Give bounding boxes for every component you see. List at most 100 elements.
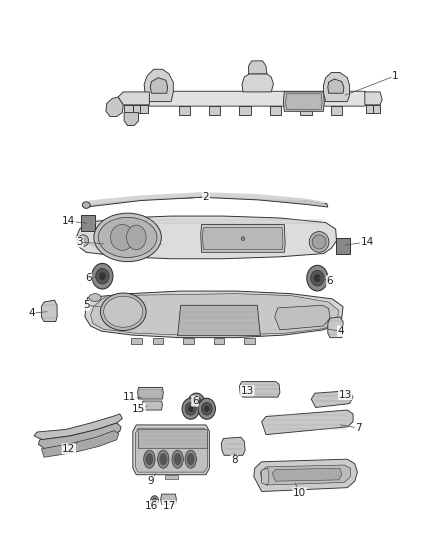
Ellipse shape xyxy=(95,269,109,284)
Polygon shape xyxy=(311,391,353,407)
Text: 17: 17 xyxy=(162,500,176,511)
Polygon shape xyxy=(76,216,336,259)
Polygon shape xyxy=(118,92,149,105)
Polygon shape xyxy=(331,106,342,115)
Polygon shape xyxy=(133,425,209,475)
Polygon shape xyxy=(42,431,119,457)
Ellipse shape xyxy=(159,453,167,465)
Polygon shape xyxy=(242,74,273,92)
Text: 15: 15 xyxy=(132,404,145,414)
Polygon shape xyxy=(124,105,133,112)
Text: 5: 5 xyxy=(83,300,89,310)
Ellipse shape xyxy=(127,225,146,249)
Polygon shape xyxy=(124,112,138,126)
Ellipse shape xyxy=(312,235,326,249)
Polygon shape xyxy=(249,61,267,74)
Polygon shape xyxy=(201,224,285,252)
Text: 13: 13 xyxy=(240,386,254,395)
Polygon shape xyxy=(85,291,343,337)
Polygon shape xyxy=(300,106,312,115)
Polygon shape xyxy=(328,317,343,337)
Polygon shape xyxy=(138,387,163,399)
Polygon shape xyxy=(209,106,220,115)
Ellipse shape xyxy=(241,237,245,240)
Polygon shape xyxy=(91,294,339,335)
Polygon shape xyxy=(138,430,207,448)
Ellipse shape xyxy=(314,274,321,282)
Polygon shape xyxy=(161,494,177,504)
Polygon shape xyxy=(261,410,353,434)
Polygon shape xyxy=(144,69,173,102)
Text: 16: 16 xyxy=(145,500,158,511)
Polygon shape xyxy=(272,469,342,481)
Text: 10: 10 xyxy=(293,488,306,498)
Ellipse shape xyxy=(151,496,159,505)
Text: 14: 14 xyxy=(62,216,75,226)
Ellipse shape xyxy=(99,272,106,280)
Polygon shape xyxy=(270,106,281,115)
Ellipse shape xyxy=(78,235,88,246)
Ellipse shape xyxy=(94,213,161,262)
Polygon shape xyxy=(165,475,178,479)
Ellipse shape xyxy=(191,397,202,410)
Polygon shape xyxy=(366,105,373,112)
Ellipse shape xyxy=(188,406,194,412)
Polygon shape xyxy=(275,305,330,330)
Text: 12: 12 xyxy=(62,444,75,454)
Polygon shape xyxy=(81,215,95,231)
Polygon shape xyxy=(214,337,224,344)
Polygon shape xyxy=(240,382,280,397)
Text: 3: 3 xyxy=(76,237,83,247)
Polygon shape xyxy=(42,300,57,321)
Polygon shape xyxy=(86,193,328,207)
Polygon shape xyxy=(143,91,369,106)
Polygon shape xyxy=(142,401,162,410)
Ellipse shape xyxy=(204,406,209,412)
Polygon shape xyxy=(328,79,344,93)
Polygon shape xyxy=(184,337,194,344)
Ellipse shape xyxy=(144,450,155,469)
Text: 9: 9 xyxy=(147,476,154,486)
Ellipse shape xyxy=(311,270,324,286)
Ellipse shape xyxy=(110,224,134,251)
Ellipse shape xyxy=(152,498,157,504)
Polygon shape xyxy=(106,97,123,117)
Ellipse shape xyxy=(182,398,199,419)
Polygon shape xyxy=(178,305,260,336)
Text: 7: 7 xyxy=(355,423,362,433)
Polygon shape xyxy=(240,106,251,115)
Polygon shape xyxy=(150,78,168,93)
Polygon shape xyxy=(323,72,350,102)
Polygon shape xyxy=(373,105,380,112)
Text: 6: 6 xyxy=(192,396,198,406)
Ellipse shape xyxy=(187,453,194,465)
Ellipse shape xyxy=(185,450,196,469)
Text: 14: 14 xyxy=(360,237,374,247)
Polygon shape xyxy=(133,105,141,112)
Polygon shape xyxy=(39,423,121,449)
Ellipse shape xyxy=(98,217,157,257)
Polygon shape xyxy=(244,337,254,344)
Ellipse shape xyxy=(104,296,143,327)
Polygon shape xyxy=(88,192,324,205)
Text: 6: 6 xyxy=(85,273,92,283)
Ellipse shape xyxy=(82,202,90,208)
Ellipse shape xyxy=(188,393,205,414)
Polygon shape xyxy=(131,337,141,344)
Polygon shape xyxy=(336,238,350,254)
Ellipse shape xyxy=(100,293,146,330)
Polygon shape xyxy=(261,469,269,485)
Polygon shape xyxy=(140,389,162,397)
Ellipse shape xyxy=(307,265,328,291)
Text: 4: 4 xyxy=(28,308,35,318)
Ellipse shape xyxy=(174,453,182,465)
Ellipse shape xyxy=(172,450,184,469)
Ellipse shape xyxy=(201,402,212,415)
Polygon shape xyxy=(34,414,122,440)
Polygon shape xyxy=(365,92,382,105)
Ellipse shape xyxy=(89,294,101,302)
Text: 6: 6 xyxy=(327,276,333,286)
Polygon shape xyxy=(221,437,245,455)
Ellipse shape xyxy=(309,231,329,252)
Text: 13: 13 xyxy=(339,390,352,400)
